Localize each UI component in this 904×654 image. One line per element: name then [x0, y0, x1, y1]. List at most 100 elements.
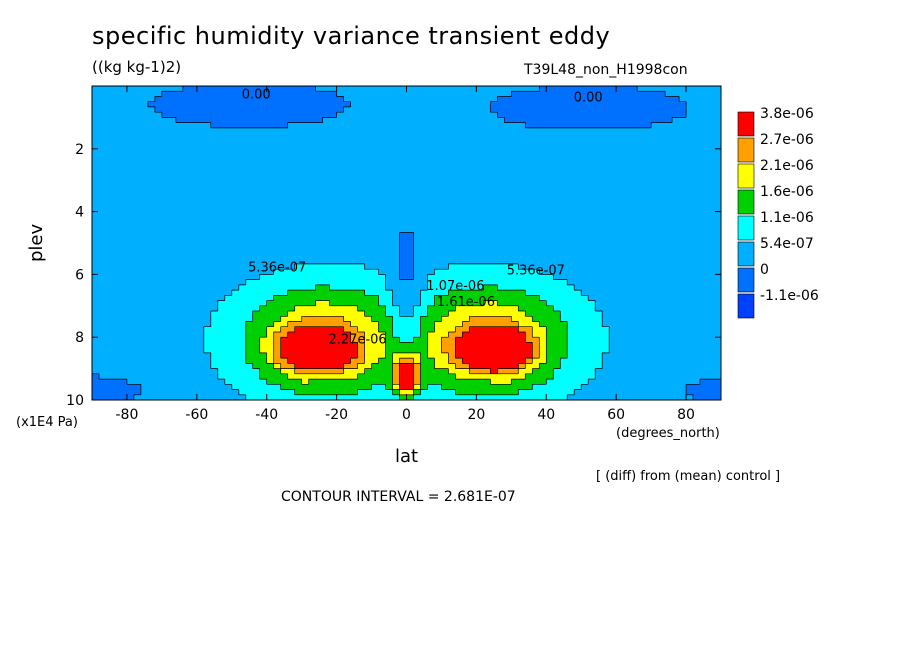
field-cell	[497, 363, 505, 370]
field-cell	[665, 91, 673, 98]
field-cell	[371, 232, 380, 239]
field-cell	[98, 316, 107, 323]
field-cell	[630, 112, 638, 118]
field-cell	[672, 154, 680, 160]
field-cell	[238, 352, 247, 359]
field-cell	[189, 133, 198, 139]
field-cell	[553, 358, 561, 364]
field-cell	[217, 190, 226, 197]
field-cell	[343, 185, 352, 192]
field-cell	[413, 347, 422, 354]
field-cell	[672, 316, 680, 323]
field-cell	[231, 253, 240, 260]
field-cell	[637, 342, 645, 349]
field-cell	[238, 237, 247, 244]
field-cell	[133, 269, 142, 275]
field-cell	[140, 138, 149, 145]
field-cell	[189, 91, 198, 98]
field-cell	[644, 127, 652, 134]
field-cell	[539, 185, 547, 192]
field-cell	[154, 269, 163, 275]
field-cell	[679, 274, 687, 281]
field-cell	[651, 284, 659, 291]
field-cell	[140, 216, 149, 223]
field-cell	[553, 274, 561, 281]
field-cell	[301, 127, 310, 134]
field-cell	[595, 117, 603, 124]
field-cell	[588, 269, 596, 275]
field-cell	[105, 311, 114, 317]
field-cell	[567, 106, 575, 113]
field-cell	[658, 91, 666, 98]
field-cell	[406, 154, 415, 160]
field-cell	[364, 274, 373, 281]
field-cell	[203, 86, 212, 92]
field-cell	[92, 274, 100, 281]
field-cell	[665, 138, 673, 145]
field-cell	[161, 243, 170, 249]
field-cell	[105, 253, 114, 260]
field-cell	[553, 337, 561, 344]
field-cell	[567, 300, 575, 307]
field-cell	[567, 227, 575, 234]
field-cell	[315, 368, 324, 375]
field-cell	[497, 258, 505, 265]
field-cell	[476, 342, 484, 349]
field-cell	[315, 174, 324, 181]
field-cell	[119, 86, 128, 92]
field-cell	[399, 331, 408, 338]
field-cell	[210, 112, 219, 118]
field-cell	[266, 347, 275, 354]
field-cell	[147, 227, 156, 234]
field-cell	[574, 321, 582, 328]
field-cell	[161, 185, 170, 192]
field-cell	[539, 138, 547, 145]
field-cell	[672, 269, 680, 275]
field-cell	[637, 169, 645, 176]
field-cell	[504, 269, 512, 275]
field-cell	[399, 127, 408, 134]
field-cell	[357, 321, 366, 328]
field-cell	[189, 358, 198, 364]
field-cell	[126, 159, 135, 166]
field-cell	[420, 138, 429, 145]
field-cell	[245, 279, 254, 286]
field-cell	[294, 373, 303, 380]
field-cell	[651, 263, 659, 270]
field-cell	[364, 143, 373, 150]
field-cell	[308, 274, 317, 281]
field-cell	[532, 169, 540, 176]
field-cell	[112, 180, 121, 187]
field-cell	[532, 91, 540, 98]
field-cell	[462, 337, 470, 344]
field-cell	[525, 206, 533, 213]
field-cell	[700, 216, 708, 223]
field-cell	[581, 248, 589, 255]
field-cell	[203, 169, 212, 176]
field-cell	[161, 206, 170, 213]
field-cell	[469, 232, 477, 239]
field-cell	[119, 368, 128, 375]
field-cell	[147, 185, 156, 192]
field-cell	[518, 311, 526, 317]
field-cell	[217, 174, 226, 181]
field-cell	[371, 143, 380, 150]
field-cell	[385, 138, 394, 145]
field-cell	[623, 274, 631, 281]
field-cell	[413, 274, 422, 281]
field-cell	[420, 122, 429, 129]
field-cell	[329, 274, 338, 281]
field-cell	[105, 133, 114, 139]
field-cell	[140, 127, 149, 134]
field-cell	[301, 347, 310, 354]
field-cell	[175, 358, 184, 364]
field-cell	[560, 206, 568, 213]
field-cell	[434, 258, 443, 265]
field-cell	[350, 274, 359, 281]
field-cell	[497, 321, 505, 328]
field-cell	[259, 216, 268, 223]
field-cell	[532, 305, 540, 312]
field-cell	[420, 216, 429, 223]
field-cell	[259, 358, 268, 364]
field-cell	[238, 133, 247, 139]
